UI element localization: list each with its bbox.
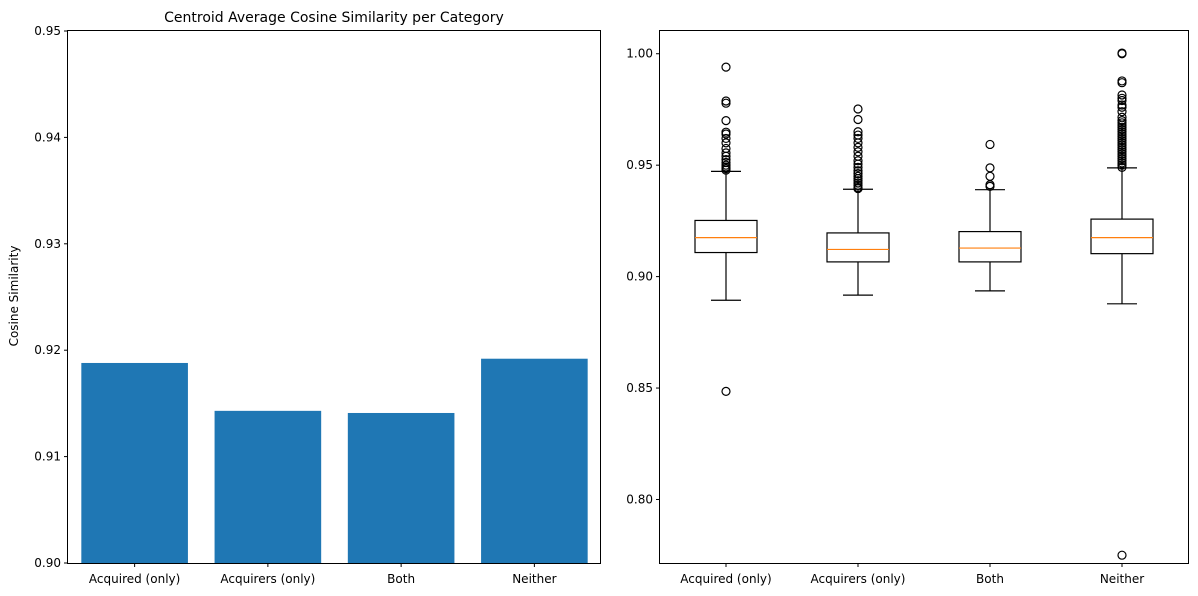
y-tick-label: 0.90: [626, 270, 653, 284]
outlier-point: [853, 169, 863, 179]
outlier-point: [721, 96, 731, 106]
outlier-point: [853, 156, 863, 166]
box-1: [694, 62, 758, 396]
bar-chart-y-ticks: 0.90 0.91 0.92 0.93 0.94 0.95: [34, 24, 68, 570]
y-tick-label: 0.80: [626, 492, 653, 506]
box-plot-series: [694, 48, 1154, 560]
outlier-point: [1117, 93, 1127, 103]
outlier-point: [721, 138, 731, 148]
outlier-point: [721, 115, 731, 126]
outlier-point: [721, 62, 731, 72]
y-tick-label: 0.95: [626, 158, 653, 172]
bar-chart-title: Centroid Average Cosine Similarity per C…: [164, 10, 504, 26]
outlier-point: [1117, 550, 1127, 560]
x-tick-label: Neither: [512, 572, 556, 586]
outlier-point: [853, 130, 863, 140]
outlier-point: [721, 154, 731, 165]
outlier-point: [721, 133, 731, 144]
outlier-point: [853, 104, 863, 114]
box-plot-panel: 0.800.850.900.951.00 Acquired (only) Acqu…: [626, 30, 1189, 586]
outlier-point: [853, 166, 863, 176]
outlier-point: [853, 114, 863, 125]
box-plot-axes-frame: [659, 30, 1189, 564]
outlier-point: [721, 143, 731, 154]
bar-1: [81, 362, 188, 563]
outlier-point: [1117, 48, 1127, 58]
y-tick-label: 0.91: [34, 450, 61, 464]
outlier-point: [853, 171, 863, 181]
y-tick-label: 1.00: [626, 47, 653, 61]
bar-4: [481, 358, 588, 563]
outlier-point: [853, 147, 863, 157]
bar-series: [81, 358, 588, 563]
outlier-point: [1117, 107, 1127, 117]
outlier-point: [853, 151, 863, 161]
outlier-point: [721, 386, 731, 396]
outlier-point: [985, 163, 995, 173]
y-tick-label: 0.95: [34, 24, 61, 38]
box-plot-y-ticks: 0.80 0.85 0.90 0.95 1.00: [626, 47, 660, 506]
box-4: [1090, 48, 1154, 560]
y-tick-label: 0.92: [34, 343, 61, 357]
x-tick-label: Acquirers (only): [220, 572, 315, 586]
outlier-point: [1117, 76, 1127, 86]
x-tick-label: Acquirers (only): [811, 572, 906, 586]
x-tick-label: Acquired (only): [89, 572, 180, 586]
outlier-point: [853, 127, 863, 137]
bar-2: [214, 410, 322, 563]
box-iqr: [694, 219, 758, 254]
outlier-point: [853, 142, 863, 152]
x-tick-label: Both: [976, 572, 1004, 586]
box-iqr: [958, 230, 1022, 263]
bar-3: [347, 412, 455, 563]
y-tick-label: 0.94: [34, 130, 61, 144]
outlier-point: [853, 133, 863, 144]
box-iqr: [826, 232, 890, 263]
outlier-point: [721, 160, 731, 170]
y-tick-label: 0.93: [34, 237, 61, 251]
bar-chart-y-axis-label: Cosine Similarity: [7, 246, 21, 347]
x-tick-label: Acquired (only): [680, 572, 771, 586]
outlier-point: [1117, 115, 1127, 126]
x-tick-label: Neither: [1100, 572, 1144, 586]
bar-chart-panel: Centroid Average Cosine Similarity per C…: [7, 10, 601, 586]
outlier-point: [721, 127, 731, 137]
outlier-point: [1117, 100, 1127, 110]
outlier-point: [721, 148, 731, 158]
box-plot-x-ticks: Acquired (only) Acquirers (only) Both Neith…: [680, 563, 1144, 586]
box-iqr: [1090, 218, 1154, 255]
outlier-point: [1117, 90, 1127, 100]
y-tick-label: 0.90: [34, 556, 61, 570]
box-2: [826, 104, 890, 296]
outlier-point: [721, 157, 731, 168]
outlier-point: [985, 171, 995, 181]
y-tick-label: 0.85: [626, 381, 653, 395]
bar-chart-x-ticks: Acquired (only) Acquirers (only) Both Neith…: [89, 563, 557, 586]
outlier-point: [853, 162, 863, 172]
x-tick-label: Both: [387, 572, 415, 586]
bar-chart-axes-frame: [67, 30, 601, 564]
box-3: [958, 139, 1022, 292]
outlier-point: [985, 139, 995, 150]
outlier-point: [1117, 112, 1127, 122]
